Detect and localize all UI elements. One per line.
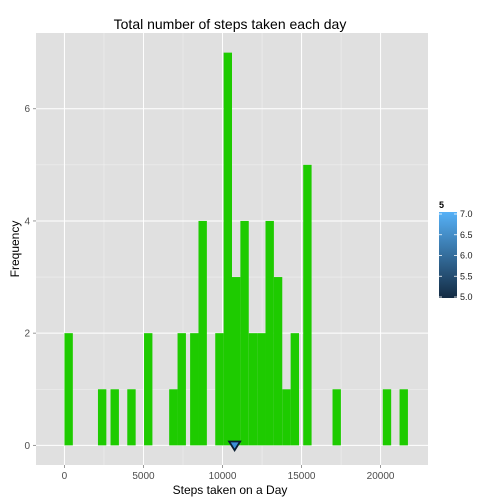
histogram-bar [223, 52, 232, 446]
histogram-bar [282, 389, 291, 446]
legend-label: 6.0 [460, 251, 473, 261]
legend-ticks: 7.0 6.5 6.0 5.5 5.0 [439, 209, 473, 302]
y-axis: 0 2 4 6 [24, 104, 36, 452]
legend-title: 5 [439, 200, 444, 210]
histogram-bar [265, 220, 274, 446]
legend-label: 5.5 [460, 271, 473, 281]
y-tick-label: 4 [24, 216, 30, 227]
histogram-bar [144, 333, 153, 446]
histogram-bar [257, 333, 266, 446]
x-tick-label: 20000 [367, 471, 395, 482]
y-tick-label: 0 [24, 441, 30, 452]
legend-colorbar [439, 212, 457, 298]
x-tick-label: 10000 [209, 471, 237, 482]
histogram-bar [248, 333, 258, 446]
histogram-bar [110, 389, 119, 446]
histogram-bar [240, 220, 249, 446]
x-axis: 0 5000 10000 15000 20000 [62, 465, 395, 482]
histogram-bar [332, 389, 341, 446]
histogram-bar [382, 389, 392, 446]
legend-label: 6.5 [460, 230, 473, 240]
mean-marker [227, 440, 242, 453]
mean-marker-layer [227, 440, 242, 453]
x-tick-label: 5000 [132, 471, 155, 482]
histogram-bar [273, 277, 283, 446]
histogram-bar [303, 164, 312, 446]
histogram-bar [190, 333, 199, 446]
histogram-bar [127, 389, 136, 446]
histogram-bars [64, 52, 408, 446]
histogram-bar [64, 333, 73, 446]
legend-label: 5.0 [460, 292, 473, 302]
y-tick-label: 6 [24, 104, 30, 115]
histogram-bar [290, 333, 300, 446]
y-axis-title: Frequency [8, 221, 22, 278]
histogram-bar [177, 333, 186, 446]
x-tick-label: 0 [62, 471, 68, 482]
legend-label: 7.0 [460, 209, 473, 219]
x-axis-title: Steps taken on a Day [173, 483, 288, 497]
histogram-bar [198, 220, 207, 446]
histogram-bar [232, 277, 241, 446]
color-legend: 5 7.0 6.5 6.0 5.5 5.0 [439, 200, 473, 302]
histogram-bar [399, 389, 408, 446]
x-tick-label: 15000 [288, 471, 316, 482]
histogram-bar [169, 389, 178, 446]
histogram-bar [97, 389, 107, 446]
chart-title: Total number of steps taken each day [114, 16, 347, 32]
y-tick-label: 2 [24, 329, 30, 340]
histogram-bar [215, 333, 224, 446]
